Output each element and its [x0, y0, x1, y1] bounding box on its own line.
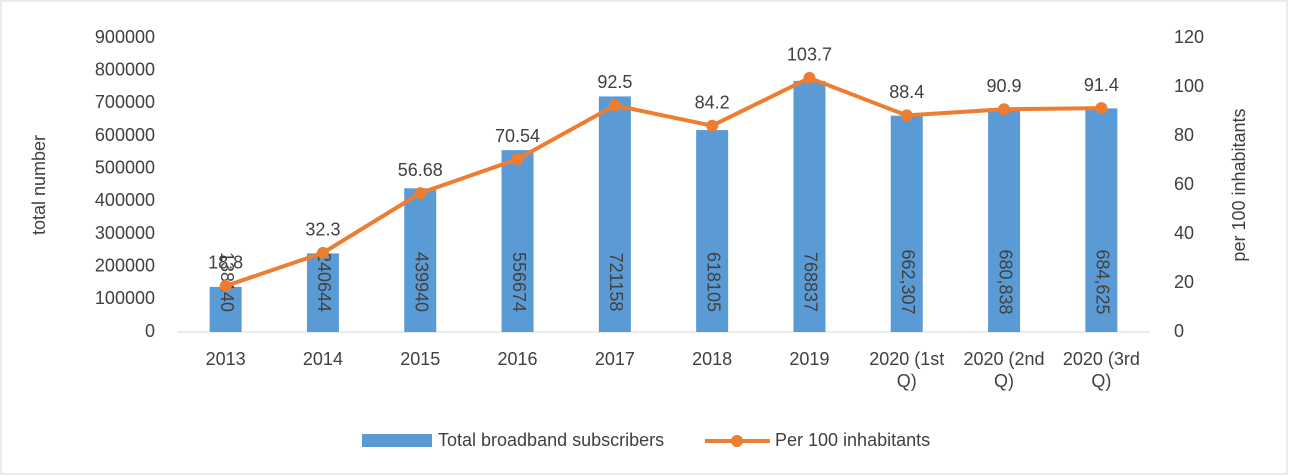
line-value-label: 103.7 — [787, 45, 832, 65]
line-marker — [900, 109, 913, 122]
x-tick-label: 2015 — [400, 349, 441, 369]
y-tick-label: 100000 — [95, 288, 155, 308]
legend-marker — [731, 435, 743, 447]
line-value-label: 92.5 — [597, 72, 632, 92]
bar — [501, 150, 534, 332]
x-tick-label: 2014 — [302, 349, 343, 369]
y-tick-label: 400000 — [95, 190, 155, 210]
x-tick-label: 2013 — [205, 349, 246, 369]
y-tick-label: 200000 — [95, 255, 155, 275]
line-marker — [998, 103, 1011, 116]
x-tick-label: 2020 (2nd Q) — [963, 349, 1045, 391]
legend-label: Per 100 inhabitants — [775, 430, 930, 450]
y-tick-label: 0 — [145, 321, 155, 341]
bar-value-label: 768837 — [801, 252, 821, 312]
bar — [988, 109, 1021, 332]
y2-tick-label: 120 — [1174, 27, 1204, 47]
bar — [306, 253, 339, 332]
y2-tick-label: 80 — [1174, 125, 1194, 145]
bar-value-label: 721158 — [606, 253, 626, 312]
line-marker — [608, 99, 621, 112]
bar-value-label: 556674 — [509, 252, 529, 312]
line-value-label: 56.68 — [398, 160, 443, 180]
line-value-label: 18.8 — [208, 253, 243, 273]
bar-value-label: 240644 — [314, 252, 334, 312]
bar — [598, 96, 631, 332]
y2-tick-label: 0 — [1174, 321, 1184, 341]
line-value-label: 70.54 — [495, 126, 540, 146]
y-tick-label: 500000 — [95, 157, 155, 177]
bar-value-label: 618105 — [703, 252, 723, 312]
line-marker — [803, 71, 816, 84]
bar — [404, 188, 437, 332]
line — [225, 75, 1102, 288]
x-tick-label: 2018 — [692, 349, 733, 369]
bar — [793, 80, 826, 332]
line-marker — [219, 279, 232, 292]
x-tick-label: 2020 (1st Q) — [869, 349, 945, 391]
y2-axis-title: per 100 inhabitants — [1229, 108, 1249, 261]
line-value-label: 84.2 — [695, 92, 730, 112]
line-marker — [414, 187, 427, 200]
line-value-label: 88.4 — [889, 82, 924, 102]
y2-tick-label: 40 — [1174, 223, 1194, 243]
x-tick-label: 2019 — [789, 349, 830, 369]
legend-swatch — [362, 434, 432, 447]
x-tick-label: 2017 — [594, 349, 635, 369]
bar — [696, 130, 729, 332]
bar — [209, 286, 242, 332]
line-marker — [511, 153, 524, 166]
y-tick-label: 700000 — [95, 92, 155, 112]
y2-tick-label: 60 — [1174, 174, 1194, 194]
y-tick-label: 300000 — [95, 223, 155, 243]
bar — [1085, 108, 1118, 332]
line-marker — [706, 119, 719, 132]
bar — [890, 115, 923, 332]
line-value-label: 90.9 — [987, 76, 1022, 96]
y2-tick-label: 20 — [1174, 272, 1194, 292]
y2-tick-label: 100 — [1174, 76, 1204, 96]
y-tick-label: 800000 — [95, 59, 155, 79]
x-tick-label: 2020 (3rd Q) — [1062, 349, 1140, 391]
x-tick-label: 2016 — [497, 349, 538, 369]
bar-value-label: 439940 — [412, 252, 432, 312]
y-axis-title: total number — [29, 135, 49, 235]
y-tick-label: 600000 — [95, 125, 155, 145]
line-marker — [1095, 102, 1108, 115]
legend-label: Total broadband subscribers — [438, 430, 664, 450]
y-tick-label: 900000 — [95, 27, 155, 47]
line-value-label: 32.3 — [305, 220, 340, 240]
line-value-label: 91.4 — [1084, 75, 1119, 95]
bar-value-label: 684,625 — [1093, 249, 1113, 314]
bar-value-label: 662,307 — [898, 249, 918, 314]
bar-value-label: 680,838 — [995, 249, 1015, 314]
line-marker — [316, 246, 329, 259]
